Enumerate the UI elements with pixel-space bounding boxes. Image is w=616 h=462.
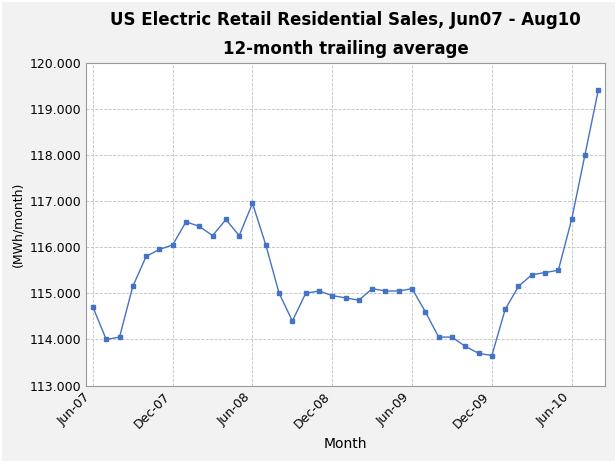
Title: US Electric Retail Residential Sales, Jun07 - Aug10
12-month trailing average: US Electric Retail Residential Sales, Ju… xyxy=(110,11,581,58)
Y-axis label: (MWh/month): (MWh/month) xyxy=(11,182,24,267)
X-axis label: Month: Month xyxy=(324,437,367,451)
